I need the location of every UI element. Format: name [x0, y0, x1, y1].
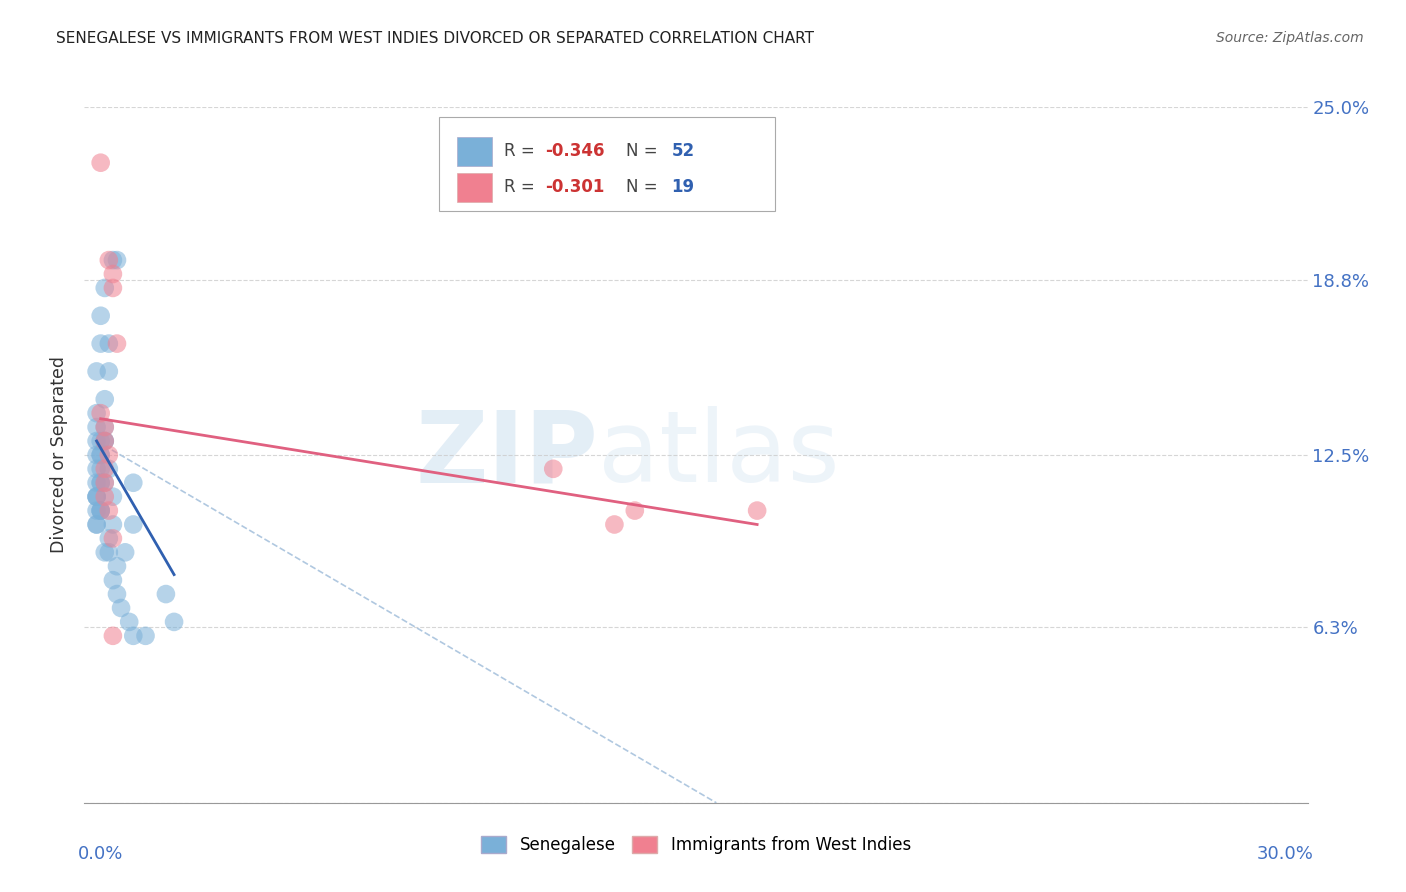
Point — [86, 490, 108, 504]
Point — [543, 462, 565, 476]
Point — [86, 503, 108, 517]
Legend: Senegalese, Immigrants from West Indies: Senegalese, Immigrants from West Indies — [474, 829, 918, 861]
Text: -0.346: -0.346 — [546, 142, 605, 160]
Point — [114, 545, 136, 559]
Point — [86, 434, 108, 448]
Point — [90, 448, 112, 462]
Point — [90, 503, 112, 517]
Point — [90, 309, 112, 323]
Point — [86, 406, 108, 420]
Text: SENEGALESE VS IMMIGRANTS FROM WEST INDIES DIVORCED OR SEPARATED CORRELATION CHAR: SENEGALESE VS IMMIGRANTS FROM WEST INDIE… — [56, 31, 814, 46]
Text: 52: 52 — [672, 142, 695, 160]
Point — [86, 420, 108, 434]
Point — [97, 253, 120, 268]
Point — [163, 615, 186, 629]
Text: 0.0%: 0.0% — [79, 845, 124, 863]
Text: N =: N = — [626, 142, 664, 160]
Point — [86, 462, 108, 476]
Text: -0.301: -0.301 — [546, 178, 605, 196]
Point — [101, 490, 124, 504]
Bar — [457, 173, 492, 202]
Point — [93, 420, 117, 434]
Point — [90, 155, 112, 169]
Text: R =: R = — [503, 142, 540, 160]
Text: 19: 19 — [672, 178, 695, 196]
Point — [97, 336, 120, 351]
Point — [105, 587, 128, 601]
Point — [86, 490, 108, 504]
Point — [93, 475, 117, 490]
Point — [155, 587, 177, 601]
Text: R =: R = — [503, 178, 540, 196]
Y-axis label: Divorced or Separated: Divorced or Separated — [51, 357, 69, 553]
Point — [93, 434, 117, 448]
Point — [101, 253, 124, 268]
Point — [105, 559, 128, 574]
Point — [90, 406, 112, 420]
Point — [97, 503, 120, 517]
Point — [86, 517, 108, 532]
Point — [105, 253, 128, 268]
Text: Source: ZipAtlas.com: Source: ZipAtlas.com — [1216, 31, 1364, 45]
Point — [97, 532, 120, 546]
Point — [122, 629, 145, 643]
Point — [97, 448, 120, 462]
Point — [90, 503, 112, 517]
Text: N =: N = — [626, 178, 664, 196]
Point — [97, 545, 120, 559]
Point — [93, 434, 117, 448]
Point — [90, 336, 112, 351]
Point — [105, 336, 128, 351]
Point — [93, 545, 117, 559]
Point — [101, 532, 124, 546]
Text: 30.0%: 30.0% — [1257, 845, 1313, 863]
Point — [93, 434, 117, 448]
Point — [97, 462, 120, 476]
Point — [101, 267, 124, 281]
Point — [101, 517, 124, 532]
Point — [93, 420, 117, 434]
Point — [603, 517, 626, 532]
Point — [86, 475, 108, 490]
Bar — [457, 137, 492, 166]
Point — [90, 434, 112, 448]
Point — [624, 503, 647, 517]
Point — [135, 629, 157, 643]
Point — [110, 601, 132, 615]
Point — [90, 475, 112, 490]
Point — [90, 503, 112, 517]
Point — [90, 462, 112, 476]
Point — [101, 629, 124, 643]
Text: ZIP: ZIP — [415, 407, 598, 503]
Point — [93, 490, 117, 504]
Point — [101, 573, 124, 587]
Point — [122, 517, 145, 532]
Point — [747, 503, 769, 517]
Point — [93, 475, 117, 490]
Text: atlas: atlas — [598, 407, 839, 503]
Point — [86, 490, 108, 504]
Point — [97, 364, 120, 378]
Point — [93, 281, 117, 295]
Point — [118, 615, 141, 629]
Point — [101, 281, 124, 295]
Point — [86, 517, 108, 532]
Point — [86, 448, 108, 462]
Point — [90, 475, 112, 490]
Point — [93, 462, 117, 476]
Point — [90, 448, 112, 462]
Point — [122, 475, 145, 490]
Point — [86, 364, 108, 378]
FancyBboxPatch shape — [439, 118, 776, 211]
Point — [93, 392, 117, 407]
